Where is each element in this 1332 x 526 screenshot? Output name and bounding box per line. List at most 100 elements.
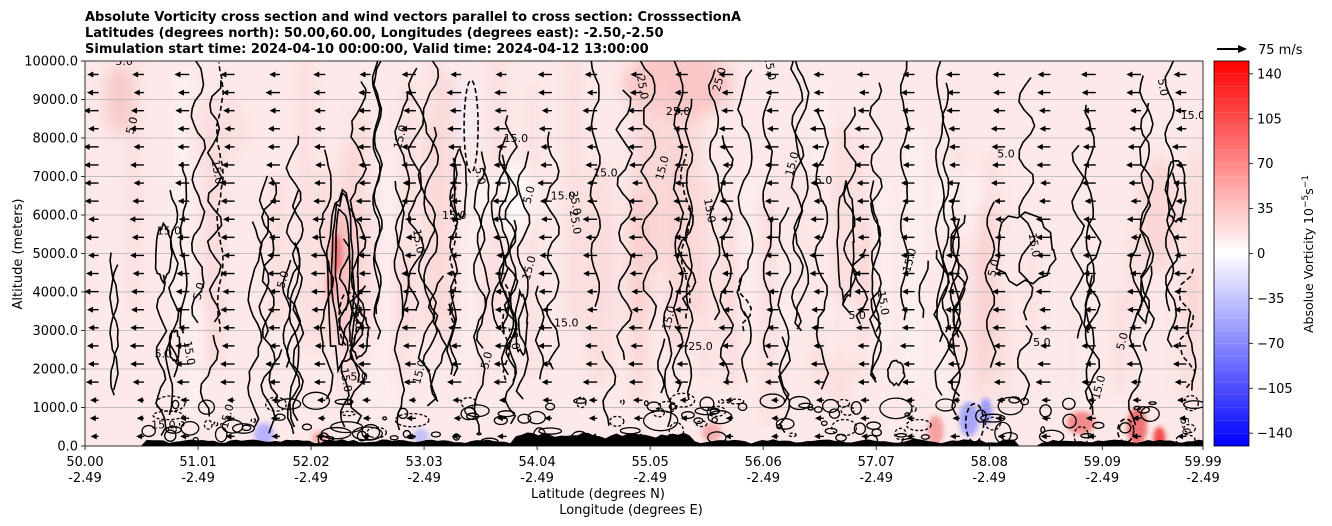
wind-vector-head xyxy=(495,288,502,295)
wind-vector-head xyxy=(177,125,184,132)
wind-vector-head xyxy=(131,234,138,241)
wind-vector-head xyxy=(401,161,408,168)
wind-vector-head xyxy=(175,288,182,295)
wind-vector-head xyxy=(1128,180,1135,187)
wind-vector-head xyxy=(1039,125,1046,132)
wind-vector-head xyxy=(1173,270,1180,277)
colorbar-gradient xyxy=(1214,61,1249,446)
contour-label: 15.0 xyxy=(209,159,226,185)
contour-loop-lowlevel xyxy=(361,423,381,441)
x-tick-label-latitude: 59.99 xyxy=(1184,455,1221,470)
wind-vector-head xyxy=(129,252,136,259)
vorticity-streak xyxy=(780,202,789,323)
wind-vector-head xyxy=(810,180,817,187)
wind-vector-head xyxy=(990,180,997,187)
wind-vector-head xyxy=(764,379,771,386)
contour-loop-lowlevel xyxy=(776,423,783,430)
contour-loop-lowlevel xyxy=(527,410,546,425)
wind-vector-head xyxy=(631,288,638,295)
contour-line xyxy=(515,151,531,400)
wind-vector-head xyxy=(1179,415,1186,422)
wind-vector-head xyxy=(129,125,136,132)
wind-vector-head xyxy=(673,216,680,223)
wind-vector-head xyxy=(630,71,637,78)
wind-vector-head xyxy=(267,216,274,223)
contour-line xyxy=(719,135,735,381)
vorticity-streak xyxy=(955,145,963,370)
contour-label: 15.0 xyxy=(157,224,182,237)
vorticity-streak xyxy=(441,77,456,345)
wind-vector-head xyxy=(765,107,772,114)
wind-vector-head xyxy=(1175,107,1182,114)
wind-vector-head xyxy=(718,234,725,241)
y-tick-label: 8000.0 xyxy=(33,132,79,147)
vorticity-streak xyxy=(403,86,414,332)
vorticity-streak xyxy=(834,125,847,407)
wind-vector-head xyxy=(1176,125,1183,132)
contour-label: 15.0 xyxy=(1026,232,1043,258)
contour-label: 15.0 xyxy=(653,154,672,181)
wind-vector-head xyxy=(720,216,727,223)
wind-vector-head xyxy=(447,379,454,386)
wind-vector-head xyxy=(177,161,184,168)
wind-vector-head xyxy=(809,252,816,259)
wind-vector-head xyxy=(765,252,772,259)
wind-vector-head xyxy=(994,360,1001,367)
contour-loop-lowlevel xyxy=(180,421,200,436)
wind-vector-head xyxy=(674,161,681,168)
wind-vector-head xyxy=(627,143,634,150)
wind-vector-head xyxy=(496,252,503,259)
contour-loop xyxy=(514,288,529,357)
contour-label: 5.0 xyxy=(472,166,488,185)
contour-line xyxy=(656,338,666,394)
wind-vector-head xyxy=(813,288,820,295)
vorticity-streak xyxy=(364,194,374,343)
wind-vector-head xyxy=(765,89,772,96)
x-tick-label-latitude: 55.05 xyxy=(632,455,669,470)
wind-vector-head xyxy=(677,143,684,150)
wind-vector-head xyxy=(856,306,863,313)
wind-vector-head xyxy=(1174,306,1181,313)
contour-label: 15.0 xyxy=(218,403,237,430)
contour-line xyxy=(777,336,791,434)
wind-vector-head xyxy=(1175,161,1182,168)
wind-vector-head xyxy=(764,342,771,349)
wind-vector-head xyxy=(858,360,865,367)
colorbar-label-unit: s xyxy=(1301,188,1316,195)
wind-vector-head xyxy=(220,234,227,241)
wind-vector-head xyxy=(177,234,184,241)
contour-loop-lowlevel xyxy=(213,421,219,427)
wind-vector-head xyxy=(765,180,772,187)
contour-line xyxy=(544,131,560,370)
y-tick-label: 0.0 xyxy=(57,440,78,455)
vorticity-patch xyxy=(412,428,429,445)
wind-vector-head xyxy=(174,71,181,78)
wind-vector-head xyxy=(1085,288,1092,295)
contour-loop-negative xyxy=(338,291,358,347)
vorticity-streak xyxy=(645,129,654,315)
wind-vector-head xyxy=(1171,143,1178,150)
contour-label: 15.0 xyxy=(410,358,429,385)
wind-vector-head xyxy=(225,415,232,422)
wind-vector-head xyxy=(1129,125,1136,132)
wind-vector-head xyxy=(1040,433,1047,440)
wind-vector-head xyxy=(268,379,275,386)
wind-vector-head xyxy=(631,306,638,313)
wind-vector-head xyxy=(627,125,634,132)
wind-vector-head xyxy=(1083,161,1090,168)
vorticity-streak xyxy=(319,169,331,349)
contour-line xyxy=(740,311,752,383)
colorbar-tick-label: 105 xyxy=(1257,112,1282,127)
contour-loop-lowlevel xyxy=(1182,394,1199,412)
wind-vector-head xyxy=(450,198,457,205)
wind-vector-head xyxy=(1036,234,1043,241)
contour-line xyxy=(109,264,119,396)
wind-vector-head xyxy=(944,324,951,331)
contour-line xyxy=(1178,268,1196,389)
wind-vector-head xyxy=(540,216,547,223)
wind-vector-head xyxy=(314,342,321,349)
wind-vector-head xyxy=(85,234,92,241)
contour-loop-lowlevel xyxy=(231,423,255,434)
wind-vector-head xyxy=(1040,324,1047,331)
